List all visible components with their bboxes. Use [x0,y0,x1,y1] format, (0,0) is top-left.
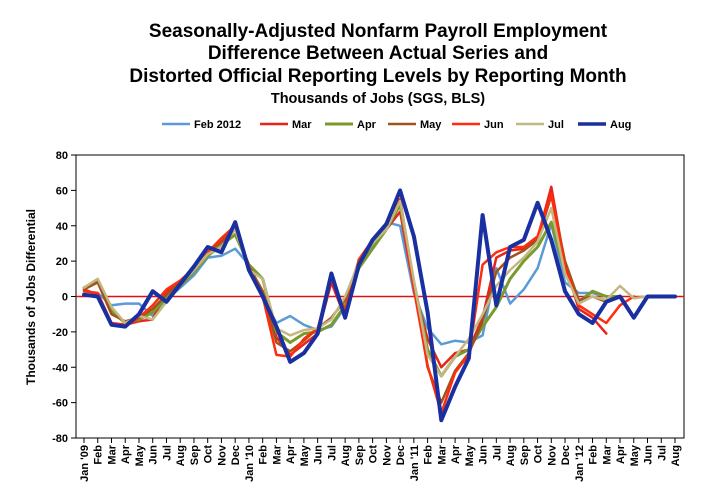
x-tick-label: Sep [519,445,531,465]
legend-label: Jun [484,119,504,131]
series-line-aug [82,188,677,423]
y-axis-label: Thousands of Jobs Differential [24,209,38,385]
x-tick-label: Jun [313,445,325,465]
chart-title-line-1: Seasonally-Adjusted Nonfarm Payroll Empl… [149,21,608,42]
y-tick-label: 60 [56,185,68,197]
y-tick-label: 0 [62,292,68,304]
x-tick-label: Jan '11 [409,445,421,481]
x-tick-label: Apr [285,444,297,464]
x-tick-label: Nov [546,444,558,466]
series-line-may [82,194,608,404]
legend-label: Feb 2012 [194,119,241,131]
y-tick-label: -80 [52,433,68,445]
y-axis: 80 60 40 20 0 -20 -40 -60 -80 [52,150,76,445]
x-tick-label: Apr [120,444,132,464]
x-tick-label: Mar [601,444,613,464]
x-tick-label: May [134,444,146,466]
x-tick-label: Jul [326,445,338,461]
x-tick-label: Apr [450,444,462,464]
x-tick-label: Feb [423,445,435,465]
x-tick-label: Oct [368,445,380,464]
x-tick-label: Jun [148,445,160,465]
x-tick-label: May [629,444,641,466]
x-tick-label: Aug [340,445,352,466]
y-tick-label: -40 [52,362,68,374]
y-tick-label: 20 [56,256,68,268]
x-tick-label: Feb [258,445,270,465]
x-tick-label: Nov [216,444,228,466]
x-tick-label: Jul [656,445,668,461]
legend: Feb 2012 Mar Apr May Jun Jul Aug [162,119,631,131]
x-tick-label: Sep [354,445,366,465]
x-tick-label: Mar [106,444,118,464]
legend-label: Mar [292,119,312,131]
x-tick-label: Dec [560,445,572,465]
x-tick-label: Jan '12 [574,445,586,482]
legend-label: May [420,119,442,131]
y-tick-label: 80 [56,150,68,162]
x-tick-label: Jan '10 [244,445,256,482]
x-tick-label: Jul [161,445,173,461]
x-tick-label: Feb [588,445,600,465]
x-tick-label: Apr [615,444,627,464]
x-tick-label: Jan '09 [79,445,91,482]
y-tick-label: -60 [52,398,68,410]
chart-subtitle: Thousands of Jobs (SGS, BLS) [271,91,485,107]
x-tick-label: Aug [505,445,517,466]
x-tick-label: Oct [533,445,545,464]
x-tick-label: Feb [93,445,105,465]
x-tick-label: Jun [478,445,490,465]
x-tick-label: Dec [230,445,242,465]
chart-title-line-3: Distorted Official Reporting Levels by R… [129,66,626,87]
x-tick-label: Mar [271,444,283,464]
x-tick-label: Mar [436,444,448,464]
x-tick-label: May [464,444,476,466]
y-tick-label: 40 [56,221,68,233]
legend-label: Aug [610,119,631,131]
x-tick-label: Dec [395,445,407,465]
x-tick-label: Oct [203,445,215,464]
x-tick-label: Sep [189,445,201,465]
legend-label: Jul [548,119,564,131]
x-tick-label: Aug [175,445,187,466]
x-tick-label: May [299,444,311,466]
x-tick-label: Aug [670,445,682,466]
x-tick-label: Jun [643,445,655,465]
x-tick-label: Jul [491,445,503,461]
series-layer [82,185,677,423]
x-axis: Jan '09 Feb Mar Apr May Jun Jul Aug Sep Oct Nov Dec… [79,438,682,482]
chart-title-line-2: Difference Between Actual Series and [208,43,548,64]
legend-label: Apr [357,119,377,131]
series-line-jun [82,192,636,415]
x-tick-label: Nov [381,444,393,466]
y-tick-label: -20 [52,327,68,339]
